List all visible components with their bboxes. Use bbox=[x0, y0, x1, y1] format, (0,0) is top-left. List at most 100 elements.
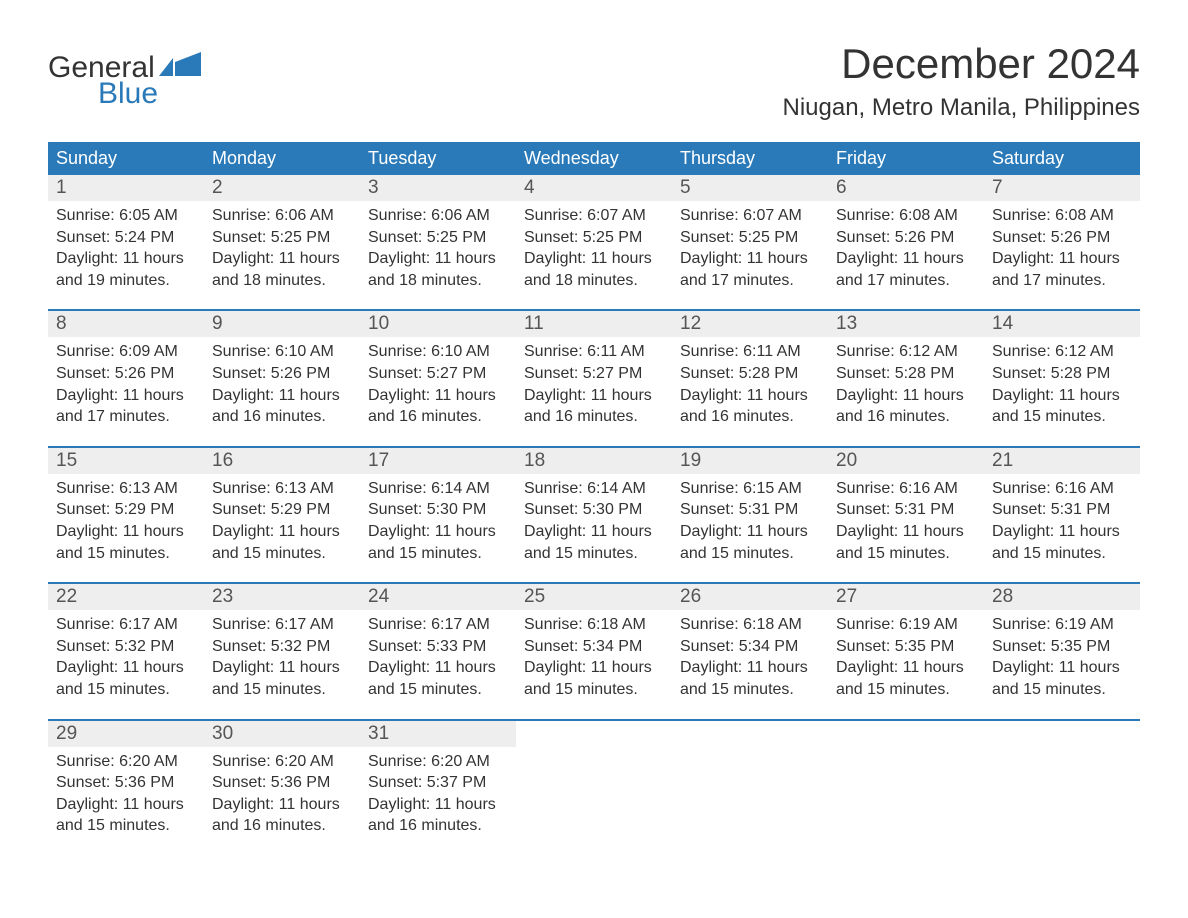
day-dl2: and 16 minutes. bbox=[368, 406, 508, 428]
day-dl1: Daylight: 11 hours bbox=[368, 657, 508, 679]
week-row: 29 Sunrise: 6:20 AMSunset: 5:36 PMDayligh… bbox=[48, 719, 1140, 855]
day-sunrise: Sunrise: 6:19 AM bbox=[836, 614, 976, 636]
day-number: 21 bbox=[992, 450, 1013, 471]
day-dl2: and 17 minutes. bbox=[836, 270, 976, 292]
day-number-bar: 29 bbox=[48, 721, 204, 747]
day-content: Sunrise: 6:13 AMSunset: 5:29 PMDaylight:… bbox=[48, 474, 204, 564]
header: General Blue December 2024 Niugan, Metro… bbox=[48, 40, 1140, 122]
day-dl1: Daylight: 11 hours bbox=[212, 248, 352, 270]
day-cell: 7Sunrise: 6:08 AMSunset: 5:26 PMDaylight… bbox=[984, 175, 1140, 309]
day-dl1: Daylight: 11 hours bbox=[836, 385, 976, 407]
day-sunset: Sunset: 5:35 PM bbox=[836, 636, 976, 658]
day-content: Sunrise: 6:20 AMSunset: 5:37 PMDaylight:… bbox=[360, 747, 516, 837]
day-content: Sunrise: 6:08 AMSunset: 5:26 PMDaylight:… bbox=[984, 201, 1140, 291]
day-cell: 21 Sunrise: 6:16 AMSunset: 5:31 PMDayligh… bbox=[984, 448, 1140, 582]
day-content: Sunrise: 6:14 AMSunset: 5:30 PMDaylight:… bbox=[360, 474, 516, 564]
day-cell bbox=[672, 721, 828, 855]
weekday-header: Wednesday bbox=[516, 142, 672, 175]
day-content: Sunrise: 6:15 AMSunset: 5:31 PMDaylight:… bbox=[672, 474, 828, 564]
day-sunrise: Sunrise: 6:14 AM bbox=[368, 478, 508, 500]
day-sunset: Sunset: 5:31 PM bbox=[680, 499, 820, 521]
day-number: 29 bbox=[56, 723, 77, 744]
day-dl1: Daylight: 11 hours bbox=[212, 794, 352, 816]
day-content: Sunrise: 6:20 AMSunset: 5:36 PMDaylight:… bbox=[48, 747, 204, 837]
day-cell: 5Sunrise: 6:07 AMSunset: 5:25 PMDaylight… bbox=[672, 175, 828, 309]
day-sunset: Sunset: 5:28 PM bbox=[680, 363, 820, 385]
day-content: Sunrise: 6:17 AMSunset: 5:33 PMDaylight:… bbox=[360, 610, 516, 700]
day-cell: 26Sunrise: 6:18 AMSunset: 5:34 PMDayligh… bbox=[672, 584, 828, 718]
day-number: 12 bbox=[680, 313, 701, 334]
day-sunset: Sunset: 5:28 PM bbox=[836, 363, 976, 385]
day-content: Sunrise: 6:14 AMSunset: 5:30 PMDaylight:… bbox=[516, 474, 672, 564]
day-dl2: and 15 minutes. bbox=[680, 543, 820, 565]
day-number: 17 bbox=[368, 450, 389, 471]
week-row: 22Sunrise: 6:17 AMSunset: 5:32 PMDayligh… bbox=[48, 582, 1140, 718]
day-dl2: and 15 minutes. bbox=[56, 679, 196, 701]
day-sunrise: Sunrise: 6:11 AM bbox=[680, 341, 820, 363]
day-dl2: and 15 minutes. bbox=[56, 815, 196, 837]
day-dl2: and 16 minutes. bbox=[212, 406, 352, 428]
day-content bbox=[516, 725, 672, 729]
day-sunrise: Sunrise: 6:07 AM bbox=[680, 205, 820, 227]
day-number-bar: 3 bbox=[360, 175, 516, 201]
day-number-bar: 30 bbox=[204, 721, 360, 747]
day-cell: 4Sunrise: 6:07 AMSunset: 5:25 PMDaylight… bbox=[516, 175, 672, 309]
day-sunrise: Sunrise: 6:16 AM bbox=[836, 478, 976, 500]
day-number-bar: 21 bbox=[984, 448, 1140, 474]
day-content: Sunrise: 6:07 AMSunset: 5:25 PMDaylight:… bbox=[672, 201, 828, 291]
day-content: Sunrise: 6:09 AMSunset: 5:26 PMDaylight:… bbox=[48, 337, 204, 427]
day-number-bar: 5 bbox=[672, 175, 828, 201]
day-sunset: Sunset: 5:24 PM bbox=[56, 227, 196, 249]
day-content: Sunrise: 6:18 AMSunset: 5:34 PMDaylight:… bbox=[672, 610, 828, 700]
day-cell: 10Sunrise: 6:10 AMSunset: 5:27 PMDayligh… bbox=[360, 311, 516, 445]
day-content: Sunrise: 6:12 AMSunset: 5:28 PMDaylight:… bbox=[828, 337, 984, 427]
day-number-bar: 23 bbox=[204, 584, 360, 610]
day-cell: 2Sunrise: 6:06 AMSunset: 5:25 PMDaylight… bbox=[204, 175, 360, 309]
day-sunset: Sunset: 5:31 PM bbox=[836, 499, 976, 521]
day-number-bar: 7 bbox=[984, 175, 1140, 201]
day-dl1: Daylight: 11 hours bbox=[524, 248, 664, 270]
day-dl1: Daylight: 11 hours bbox=[524, 521, 664, 543]
day-cell bbox=[516, 721, 672, 855]
day-dl1: Daylight: 11 hours bbox=[368, 794, 508, 816]
day-cell: 3Sunrise: 6:06 AMSunset: 5:25 PMDaylight… bbox=[360, 175, 516, 309]
day-sunset: Sunset: 5:26 PM bbox=[992, 227, 1132, 249]
weeks-container: 1Sunrise: 6:05 AMSunset: 5:24 PMDaylight… bbox=[48, 175, 1140, 855]
day-sunset: Sunset: 5:37 PM bbox=[368, 772, 508, 794]
day-dl1: Daylight: 11 hours bbox=[836, 521, 976, 543]
day-dl1: Daylight: 11 hours bbox=[56, 385, 196, 407]
day-sunset: Sunset: 5:33 PM bbox=[368, 636, 508, 658]
day-content: Sunrise: 6:12 AMSunset: 5:28 PMDaylight:… bbox=[984, 337, 1140, 427]
weekday-header: Friday bbox=[828, 142, 984, 175]
weekday-header-row: Sunday Monday Tuesday Wednesday Thursday… bbox=[48, 142, 1140, 175]
title-block: December 2024 Niugan, Metro Manila, Phil… bbox=[782, 40, 1140, 122]
day-dl1: Daylight: 11 hours bbox=[680, 521, 820, 543]
day-content: Sunrise: 6:16 AMSunset: 5:31 PMDaylight:… bbox=[984, 474, 1140, 564]
month-title: December 2024 bbox=[782, 40, 1140, 88]
day-number: 9 bbox=[212, 313, 223, 334]
day-sunset: Sunset: 5:25 PM bbox=[524, 227, 664, 249]
day-dl2: and 15 minutes. bbox=[212, 543, 352, 565]
day-number-bar: 25 bbox=[516, 584, 672, 610]
day-dl2: and 15 minutes. bbox=[368, 543, 508, 565]
day-number: 13 bbox=[836, 313, 857, 334]
day-number-bar: 19 bbox=[672, 448, 828, 474]
week-row: 15Sunrise: 6:13 AMSunset: 5:29 PMDayligh… bbox=[48, 446, 1140, 582]
day-sunset: Sunset: 5:26 PM bbox=[212, 363, 352, 385]
day-dl2: and 15 minutes. bbox=[992, 406, 1132, 428]
day-number: 1 bbox=[56, 177, 67, 198]
logo-word-blue: Blue bbox=[98, 77, 201, 111]
day-number: 14 bbox=[992, 313, 1013, 334]
day-number-bar: 2 bbox=[204, 175, 360, 201]
day-dl2: and 17 minutes. bbox=[992, 270, 1132, 292]
day-sunrise: Sunrise: 6:20 AM bbox=[368, 751, 508, 773]
day-cell: 18Sunrise: 6:14 AMSunset: 5:30 PMDayligh… bbox=[516, 448, 672, 582]
day-content: Sunrise: 6:06 AMSunset: 5:25 PMDaylight:… bbox=[204, 201, 360, 291]
day-dl2: and 18 minutes. bbox=[524, 270, 664, 292]
day-number: 23 bbox=[212, 586, 233, 607]
day-number-bar: 12 bbox=[672, 311, 828, 337]
day-sunset: Sunset: 5:25 PM bbox=[680, 227, 820, 249]
day-number-bar: 16 bbox=[204, 448, 360, 474]
day-sunset: Sunset: 5:27 PM bbox=[368, 363, 508, 385]
day-sunset: Sunset: 5:25 PM bbox=[368, 227, 508, 249]
